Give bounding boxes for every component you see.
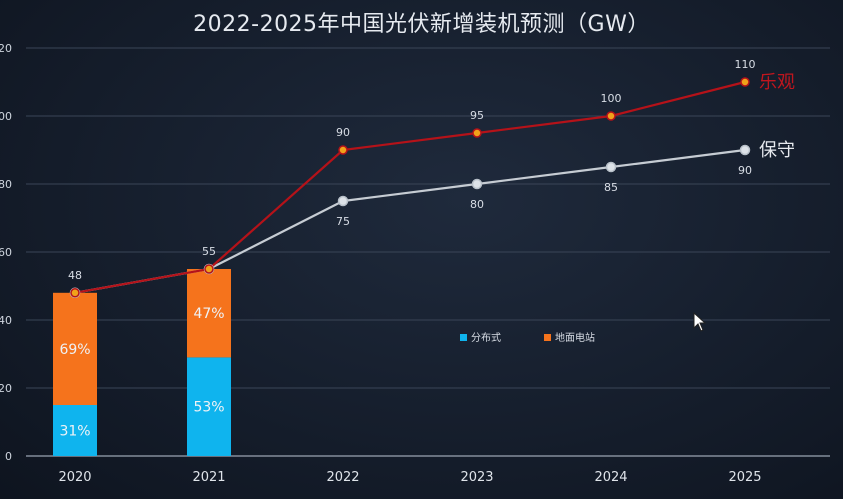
bar-percent-label: 47%: [193, 306, 224, 322]
series-line: [74, 148, 746, 294]
legend-swatch: [460, 334, 467, 341]
series-point: [605, 161, 617, 173]
series-point: [740, 77, 750, 87]
bar-segment: [53, 292, 97, 405]
y-tick-label: 80: [0, 178, 12, 191]
bar-segment: [187, 357, 231, 456]
y-tick-label: 20: [0, 382, 12, 395]
data-label: 75: [336, 215, 350, 228]
legend-swatch: [544, 334, 551, 341]
data-label: 90: [336, 126, 350, 139]
legend-label: 分布式: [471, 331, 501, 344]
series-point: [70, 288, 80, 298]
bar-percent-label: 31%: [59, 424, 90, 440]
y-tick-label: 100: [0, 110, 12, 123]
series-line: [74, 80, 746, 294]
data-label: 110: [735, 58, 756, 71]
y-tick-label: 120: [0, 42, 12, 55]
y-tick-label: 60: [0, 246, 12, 259]
data-label: 80: [470, 198, 484, 211]
mouse-cursor-icon: [693, 312, 707, 332]
x-tick-label: 2020: [58, 470, 91, 485]
data-label: 48: [68, 269, 82, 282]
x-tick-label: 2023: [460, 470, 493, 485]
x-tick-label: 2021: [192, 470, 225, 485]
series-point: [337, 195, 349, 207]
data-label: 100: [601, 92, 622, 105]
x-tick-label: 2022: [326, 470, 359, 485]
bar-segment: [187, 269, 231, 358]
data-label: 55: [202, 245, 216, 258]
chart-title: 2022-2025年中国光伏新增装机预测（GW）: [193, 12, 650, 37]
bar-percent-label: 69%: [59, 342, 90, 358]
data-label: 95: [470, 109, 484, 122]
data-label: 90: [738, 164, 752, 177]
series-point: [338, 145, 348, 155]
series-point: [606, 111, 616, 121]
bar-percent-label: 53%: [193, 400, 224, 416]
bar-segment: [53, 405, 97, 456]
y-tick-label: 0: [5, 450, 12, 463]
series-point: [471, 178, 483, 190]
series-point: [739, 144, 751, 156]
series-point: [204, 264, 214, 274]
data-label: 85: [604, 181, 618, 194]
legend-label: 地面电站: [555, 331, 595, 344]
x-tick-label: 2024: [594, 470, 627, 485]
x-tick-label: 2025: [728, 470, 761, 485]
series-point: [472, 128, 482, 138]
series-tag-optimistic: 乐观: [759, 72, 795, 93]
y-tick-label: 40: [0, 314, 12, 327]
series-tag-conservative: 保守: [759, 140, 795, 161]
